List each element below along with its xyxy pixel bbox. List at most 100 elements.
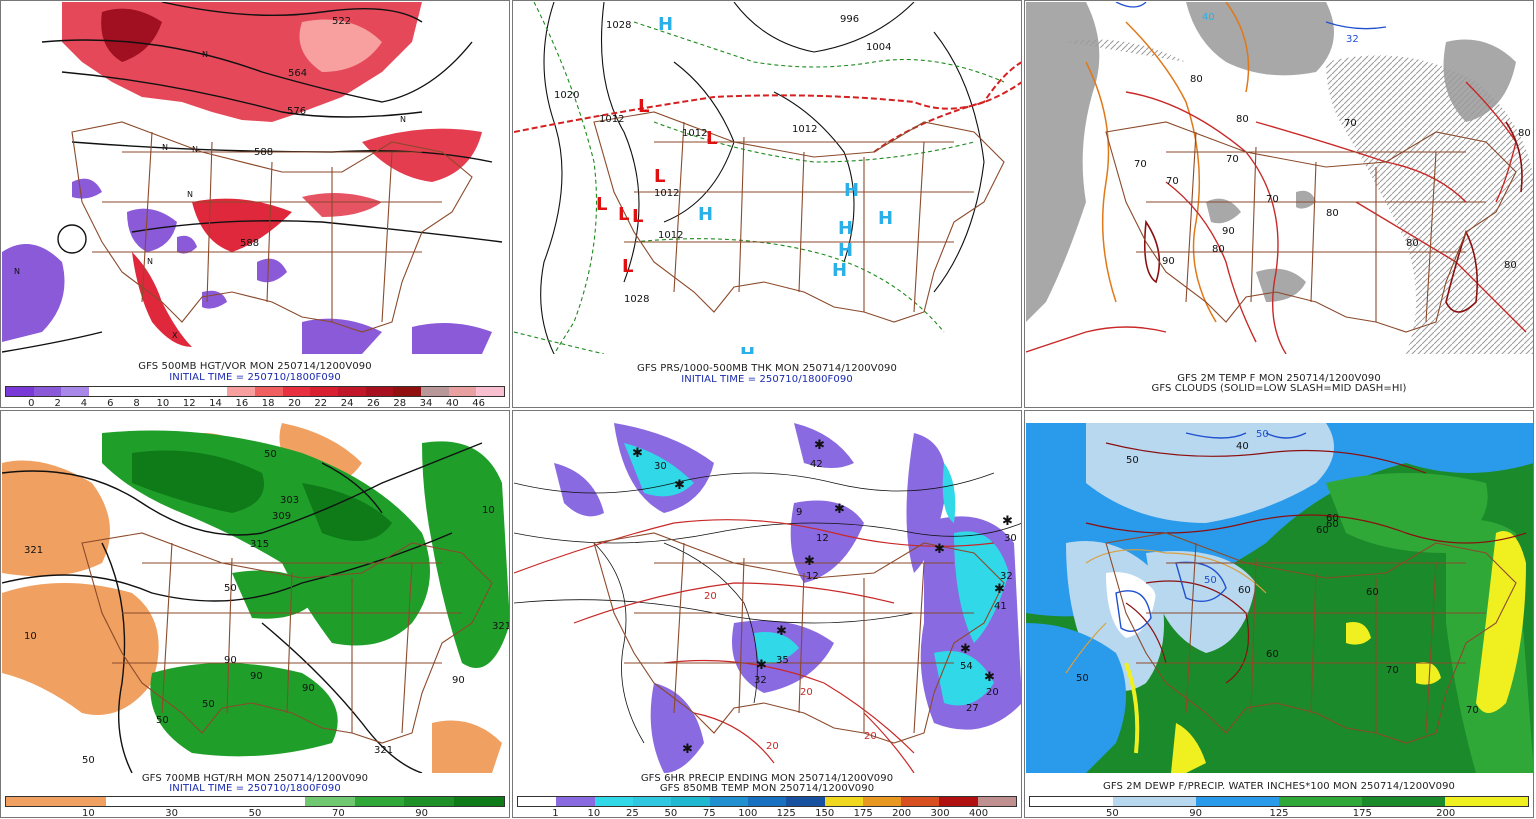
svg-text:1028: 1028: [606, 20, 631, 31]
colorbar-swatch: [255, 387, 283, 396]
colorbar-tick-label: 26: [367, 398, 380, 408]
panel-500mb-hgt-vor: 564 576 588 588 522 N N N N N N N X GFS …: [0, 0, 510, 408]
svg-text:N: N: [162, 143, 168, 152]
svg-text:60: 60: [1266, 649, 1279, 660]
svg-text:50: 50: [1076, 673, 1089, 684]
colorbar-tick-label: 46: [472, 398, 486, 408]
svg-text:90: 90: [1222, 226, 1235, 237]
svg-text:✱: ✱: [1002, 514, 1013, 529]
colorbar-swatch: [1403, 797, 1445, 806]
svg-text:90: 90: [452, 675, 465, 686]
colorbar-swatch: [1030, 797, 1072, 806]
colorbar-swatch: [1071, 797, 1113, 806]
colorbar-tick-label: 34: [419, 398, 433, 408]
colorbar-tick-label: 2: [54, 398, 61, 408]
svg-text:1012: 1012: [658, 230, 683, 241]
svg-text:20: 20: [800, 687, 813, 698]
svg-text:80: 80: [1236, 114, 1249, 125]
svg-text:90: 90: [224, 655, 237, 666]
svg-text:30: 30: [654, 461, 667, 472]
colorbar-tick-label: 50: [664, 808, 678, 818]
svg-text:70: 70: [1386, 665, 1399, 676]
svg-text:H: H: [838, 240, 853, 261]
colorbar-tick-label: 125: [776, 808, 796, 818]
svg-text:80: 80: [1518, 128, 1531, 139]
p5-asterisk-markers: ✱ ✱ ✱ ✱ ✱ ✱ ✱ ✱ ✱ ✱ ✱ ✱ ✱: [632, 438, 1013, 757]
svg-text:L: L: [632, 206, 643, 227]
svg-text:H: H: [878, 208, 893, 229]
map-500mb-vorticity: 564 576 588 588 522 N N N N N N N X: [2, 2, 509, 354]
svg-text:L: L: [596, 194, 607, 215]
svg-text:50: 50: [1256, 429, 1269, 440]
p3-contour-labels: 80 70 70 70 70 70 80 80 80 80 80 90 90 4…: [1134, 12, 1531, 271]
svg-text:54: 54: [960, 661, 973, 672]
colorbar-tick-label: 4: [80, 398, 88, 408]
svg-text:✱: ✱: [776, 624, 787, 639]
svg-text:X: X: [172, 331, 178, 340]
colorbar-swatch: [89, 387, 117, 396]
svg-text:1012: 1012: [599, 114, 624, 125]
colorbar-swatch: [939, 797, 978, 806]
colorbar-tick-label: 50: [248, 808, 262, 818]
colorbar-swatch: [282, 387, 311, 396]
colorbar-tick-label: 12: [182, 398, 196, 408]
precip-map-svg: 30 12 12 42 9 32 30 41 35 32 54 20 27 20…: [514, 423, 1021, 773]
colorbar-swatch: [862, 797, 902, 806]
colorbar-swatch: [448, 387, 477, 396]
p6-colorbar-labels: 50 90 125 175 200: [1029, 808, 1529, 817]
dewpoint-map-svg: 50 50 50 40 60 60 60 60 60 70 70 60 50: [1026, 423, 1533, 773]
colorbar-swatch: [310, 387, 339, 396]
svg-text:50: 50: [224, 583, 237, 594]
svg-text:H: H: [740, 344, 755, 354]
colorbar-swatch: [476, 387, 505, 396]
svg-text:576: 576: [287, 106, 306, 117]
svg-text:50: 50: [82, 755, 95, 766]
colorbar-swatch: [33, 387, 62, 396]
colorbar-swatch: [254, 797, 305, 806]
panel-2m-dewp-pwat: 50 50 50 40 60 60 60 60 60 70 70 60 50 G…: [1024, 410, 1534, 818]
svg-text:30: 30: [1004, 533, 1017, 544]
colorbar-swatch: [365, 387, 394, 396]
p5-contour-labels: 30 12 12 42 9 32 30 41 35 32 54 20 27 20…: [654, 459, 1017, 752]
svg-text:60: 60: [1326, 513, 1339, 524]
colorbar-swatch: [1113, 797, 1155, 806]
p6-contour-labels: 50 50 50 40 60 60 60 60 60 70 70 60 50: [1076, 429, 1479, 716]
svg-text:H: H: [838, 218, 853, 239]
p4-title: GFS 700MB HGT/RH MON 250714/1200V090: [141, 773, 369, 784]
colorbar-swatch: [556, 797, 595, 806]
colorbar-tick-label: 400: [968, 808, 989, 818]
vorticity-map-svg: 564 576 588 588 522 N N N N N N N X: [2, 2, 503, 354]
svg-text:✱: ✱: [682, 742, 693, 757]
colorbar-swatch: [518, 797, 557, 806]
svg-text:N: N: [202, 50, 208, 59]
svg-text:40: 40: [1236, 441, 1249, 452]
panel-700mb-hgt-rh: 321 10 50 50 50 315 303 309 50 90 90 90 …: [0, 410, 510, 818]
svg-text:321: 321: [492, 621, 510, 632]
svg-text:321: 321: [24, 545, 43, 556]
svg-text:N: N: [192, 145, 198, 154]
svg-text:27: 27: [966, 703, 979, 714]
svg-text:N: N: [187, 190, 193, 199]
colorbar-swatch: [354, 797, 405, 806]
colorbar-tick-label: 14: [209, 398, 222, 408]
colorbar-tick-label: 150: [815, 808, 835, 818]
colorbar-swatch: [6, 797, 56, 806]
svg-text:50: 50: [202, 699, 215, 710]
svg-text:✱: ✱: [674, 478, 685, 493]
p4-colorbar-labels: 10 30 50 70 90: [5, 808, 505, 818]
svg-text:60: 60: [1316, 525, 1329, 536]
p4-subtitle: INITIAL TIME = 250710/1800F090: [169, 783, 341, 794]
colorbar-tick-label: 70: [331, 808, 345, 818]
colorbar-tick-label: 25: [626, 808, 639, 818]
svg-text:588: 588: [240, 238, 259, 249]
svg-text:70: 70: [1226, 154, 1239, 165]
svg-text:20: 20: [986, 687, 999, 698]
svg-text:✱: ✱: [834, 502, 845, 517]
colorbar-swatch: [709, 797, 748, 806]
colorbar-swatch: [227, 387, 256, 396]
map-pressure-thickness: 1028 1020 1012 1012 1012 1012 1004 996 1…: [514, 2, 1021, 354]
svg-text:35: 35: [776, 655, 789, 666]
colorbar-swatch: [6, 387, 34, 396]
colorbar-swatch: [1154, 797, 1196, 806]
p3-title: GFS 2M TEMP F MON 250714/1200V090: [1177, 373, 1381, 384]
